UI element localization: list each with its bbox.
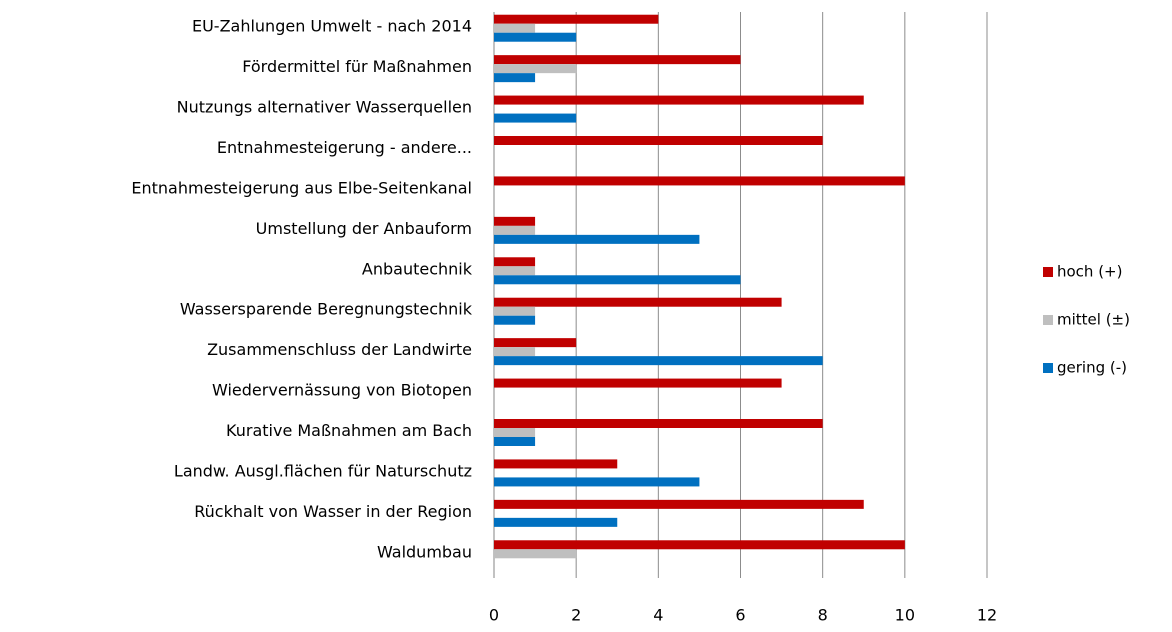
bar <box>494 549 577 559</box>
bar <box>494 234 700 244</box>
bar <box>494 113 577 123</box>
x-tick-label: 8 <box>818 606 828 625</box>
bar <box>494 297 782 307</box>
bar <box>494 419 823 428</box>
bar <box>494 95 864 105</box>
category-label: Landw. Ausgl.flächen für Naturschutz <box>174 461 472 480</box>
bar <box>494 176 905 186</box>
category-label: Entnahmesteigerung aus Elbe-Seitenkanal <box>131 178 472 197</box>
x-tick-label: 2 <box>571 606 581 625</box>
x-tick-label: 4 <box>653 606 663 625</box>
bar <box>494 55 741 65</box>
category-label: Wassersparende Beregnungstechnik <box>180 300 473 319</box>
category-label: Fördermittel für Maßnahmen <box>242 57 472 76</box>
bar <box>494 73 536 83</box>
category-label: EU-Zahlungen Umwelt - nach 2014 <box>192 17 472 36</box>
category-label: Rückhalt von Wasser in der Region <box>194 502 472 521</box>
bar <box>494 459 618 469</box>
category-label: Entnahmesteigerung - andere... <box>217 138 472 157</box>
category-label: Kurative Maßnahmen am Bach <box>226 421 472 440</box>
bar <box>494 225 536 235</box>
legend-label: gering (-) <box>1057 359 1127 377</box>
category-label: Anbautechnik <box>362 259 473 278</box>
x-tick-label: 12 <box>977 606 997 625</box>
bar <box>494 540 905 550</box>
bar <box>494 136 823 145</box>
bar <box>494 477 700 487</box>
x-tick-label: 10 <box>895 606 915 625</box>
bar <box>494 437 536 446</box>
bar <box>494 517 618 527</box>
bar <box>494 32 577 42</box>
bar <box>494 315 536 325</box>
category-label: Zusammenschluss der Landwirte <box>207 340 472 359</box>
bar <box>494 23 536 33</box>
category-label: Nutzungs alternativer Wasserquellen <box>177 98 472 117</box>
bar <box>494 306 536 316</box>
x-tick-label: 6 <box>735 606 745 625</box>
bar <box>494 499 864 509</box>
bar <box>494 378 782 388</box>
bar <box>494 257 536 267</box>
bar <box>494 338 577 348</box>
bar <box>494 64 577 74</box>
legend-swatch <box>1043 267 1053 277</box>
bar <box>494 356 823 366</box>
legend-swatch <box>1043 315 1053 325</box>
legend-label: mittel (±) <box>1057 311 1130 329</box>
bar <box>494 14 659 24</box>
legend-label: hoch (+) <box>1057 263 1122 281</box>
legend-swatch <box>1043 363 1053 373</box>
bar <box>494 428 536 437</box>
category-label: Wiedervernässung von Biotopen <box>212 381 472 400</box>
bar <box>494 266 536 276</box>
category-label: Umstellung der Anbauform <box>256 219 472 238</box>
category-label: Waldumbau <box>377 542 472 561</box>
x-tick-label: 0 <box>489 606 499 625</box>
bar <box>494 275 741 285</box>
bar <box>494 216 536 226</box>
bar <box>494 347 536 357</box>
